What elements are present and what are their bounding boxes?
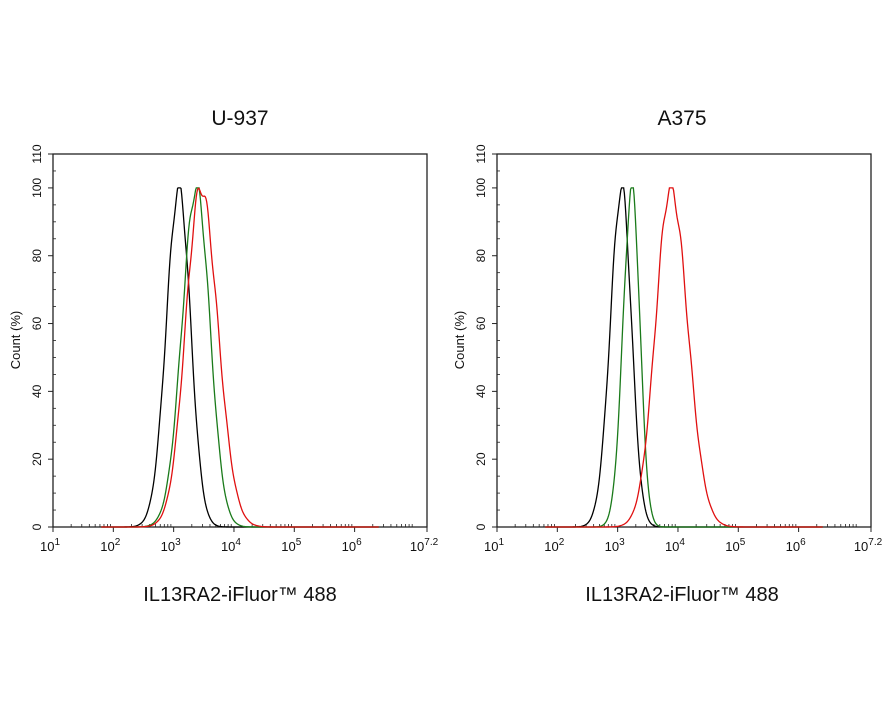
x-tick-label: 105: [725, 537, 745, 554]
plot-frame: [52, 153, 428, 528]
x-tick-label: 102: [100, 537, 120, 554]
histogram-panel-u937: U-937 Count (%) IL13RA2-iFluor™ 488 0 20 4…: [8, 107, 439, 606]
axes: 0 20 40 60 80 100 110 101 102 103 104 105 106 107.2: [474, 144, 883, 554]
y-tick-label: 20: [474, 452, 488, 466]
panel-title: A375: [657, 107, 706, 130]
y-tick-label: 20: [30, 452, 44, 466]
y-tick-label: 40: [474, 384, 488, 398]
x-tick-label: 106: [786, 537, 806, 554]
y-tick-label: 0: [474, 523, 488, 530]
x-tick-label: 101: [40, 537, 60, 554]
x-tick-label: 103: [605, 537, 625, 554]
histogram-curve: [101, 187, 379, 528]
x-tick-label: 103: [161, 537, 181, 554]
y-tick-label: 0: [30, 523, 44, 530]
histogram-curve: [545, 187, 823, 528]
y-axis-label: Count (%): [452, 311, 467, 370]
axes: 0 20 40 60 80 100 110 101 102 103 104 105 106 107.2: [30, 144, 439, 554]
x-tick-label: 107.2: [854, 537, 883, 554]
curves: [101, 187, 379, 528]
plot-frame: [496, 153, 872, 528]
x-tick-label: 107.2: [410, 537, 439, 554]
y-tick-label: 40: [30, 384, 44, 398]
y-tick-label: 60: [30, 317, 44, 331]
y-axis-label: Count (%): [8, 311, 23, 370]
y-tick-label: 100: [474, 178, 488, 198]
y-tick-label: 60: [474, 317, 488, 331]
histogram-curve: [545, 187, 823, 528]
x-axis-label: IL13RA2-iFluor™ 488: [143, 584, 336, 606]
x-tick-label: 106: [342, 537, 362, 554]
histogram-panel-a375: A375 Count (%) IL13RA2-iFluor™ 488 0 20 40…: [452, 107, 883, 606]
histogram-curve: [101, 187, 379, 528]
x-tick-label: 105: [281, 537, 301, 554]
curves: [545, 187, 823, 528]
y-tick-label: 100: [30, 178, 44, 198]
histogram-curve: [101, 187, 379, 528]
y-tick-label: 110: [474, 144, 488, 163]
x-axis-label: IL13RA2-iFluor™ 488: [585, 584, 778, 606]
y-tick-label: 110: [30, 144, 44, 163]
x-tick-label: 104: [221, 537, 241, 554]
y-tick-label: 80: [474, 249, 488, 263]
panel-title: U-937: [211, 107, 268, 130]
histogram-curve: [545, 187, 823, 528]
x-tick-label: 104: [665, 537, 685, 554]
x-tick-label: 102: [544, 537, 564, 554]
x-tick-label: 101: [484, 537, 504, 554]
y-tick-label: 80: [30, 249, 44, 263]
